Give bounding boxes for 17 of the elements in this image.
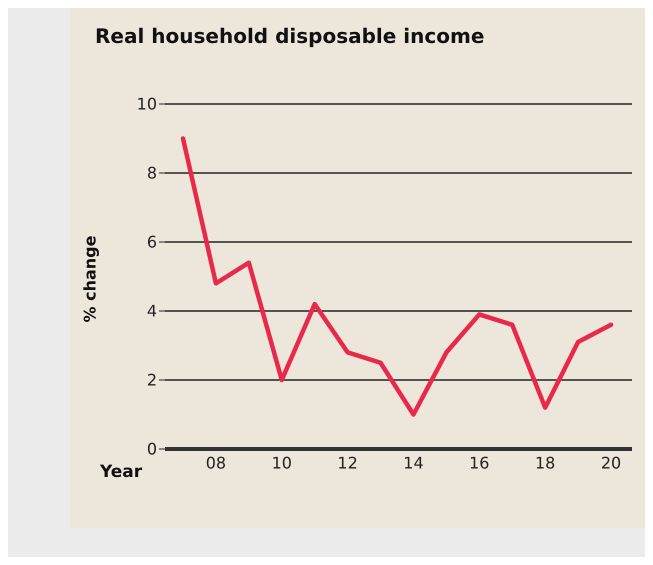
y-tick-label: 8 xyxy=(146,164,157,183)
x-tick-label: 08 xyxy=(206,453,226,472)
x-axis-title: Year xyxy=(100,462,142,482)
x-tick-label: 20 xyxy=(600,453,622,472)
x-tick-label: 14 xyxy=(403,453,424,472)
line-series xyxy=(180,136,614,417)
x-tick-label: 12 xyxy=(337,453,358,472)
y-tick-label: 10 xyxy=(136,94,157,114)
y-tick-label: 2 xyxy=(146,370,157,390)
y-tick-label: 6 xyxy=(146,232,157,252)
chart-title: Real household disposable income xyxy=(95,24,484,48)
x-tick-label: 18 xyxy=(534,453,556,472)
y-axis-title: % change xyxy=(80,236,100,322)
y-tick-label: 0 xyxy=(146,440,157,459)
y-tick-label: 4 xyxy=(146,302,157,321)
x-tick-label: 10 xyxy=(272,453,292,472)
x-tick-label: 16 xyxy=(469,453,490,472)
